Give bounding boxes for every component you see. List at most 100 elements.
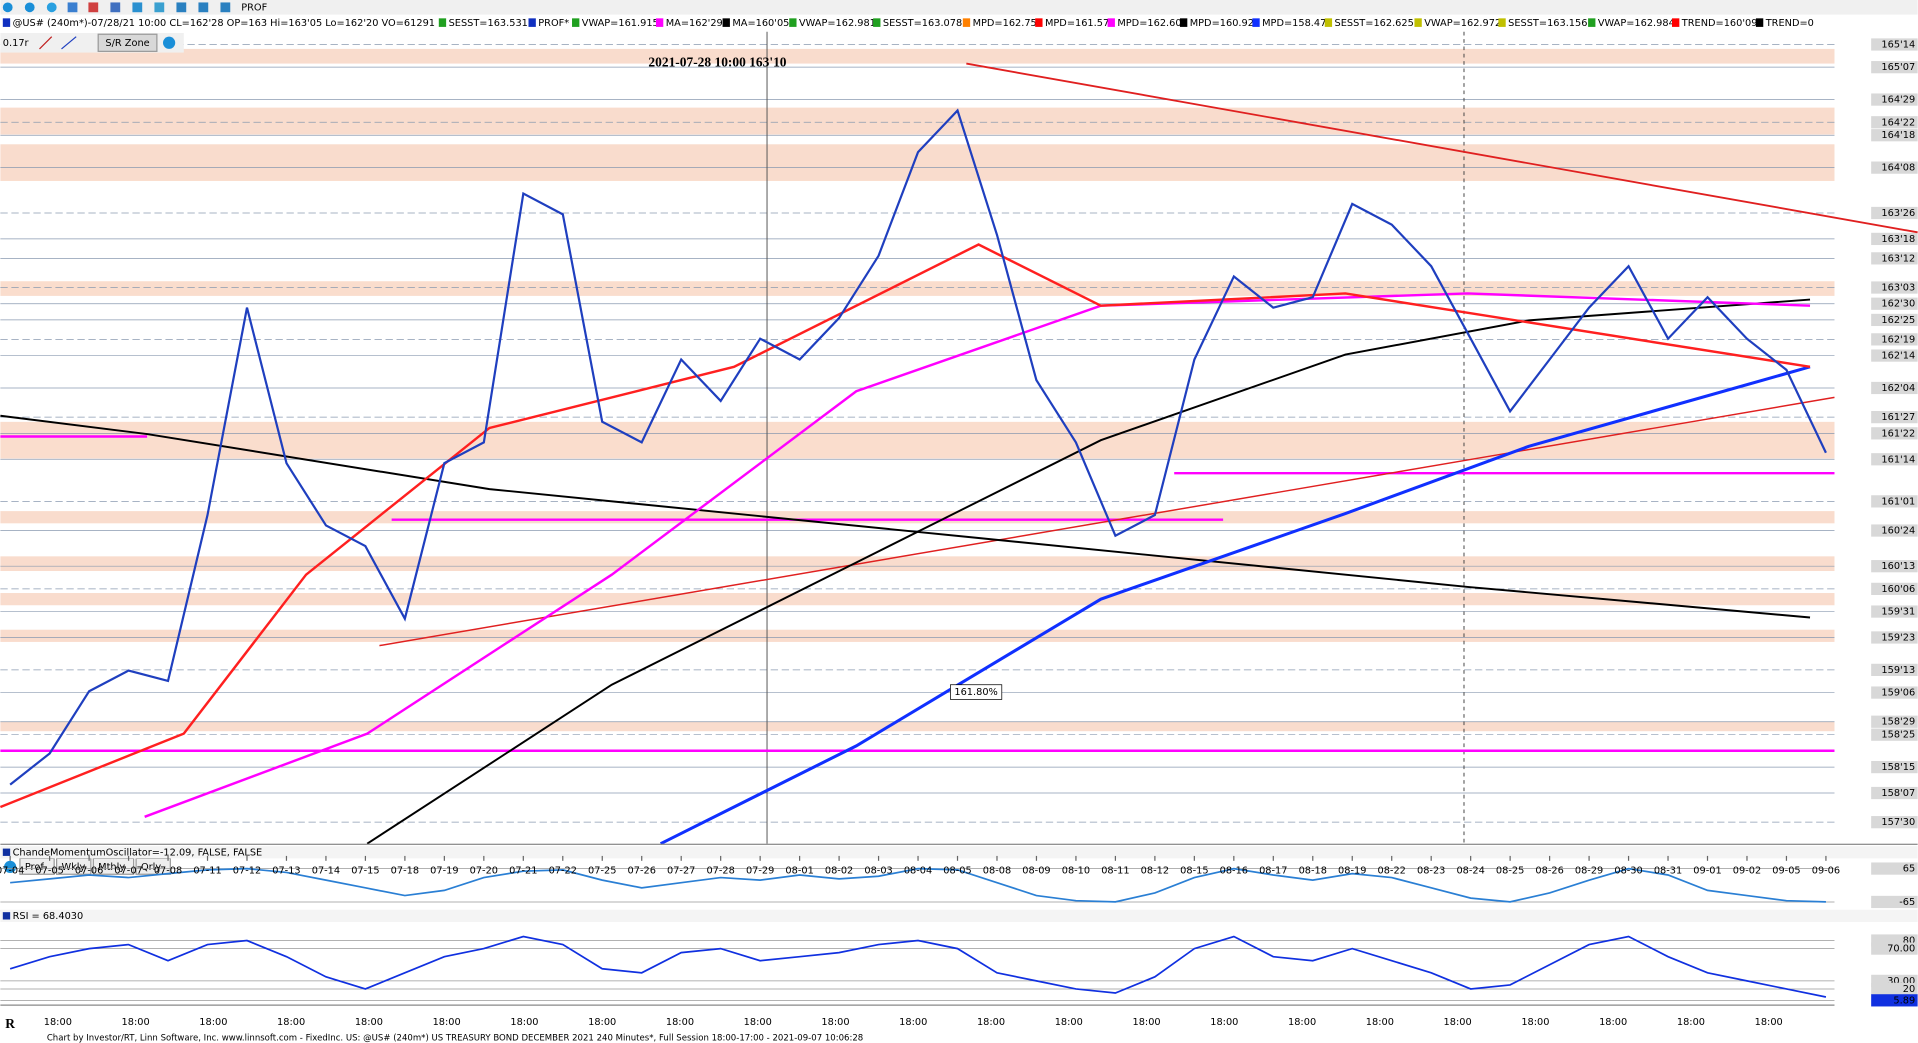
- time-label: 18:00: [1755, 1017, 1783, 1028]
- y-tick-box: [1871, 982, 1918, 996]
- y-tick-label: 160'24: [1881, 526, 1915, 537]
- cmo-panel: ChandeMomentumOscillator=-12.09, FALSE, …: [0, 846, 1918, 912]
- tab-icon: [4, 860, 17, 874]
- refresh-icon[interactable]: [162, 36, 176, 49]
- x-tick-label: 08-26: [1535, 866, 1563, 877]
- x-tick-label: 08-08: [983, 866, 1011, 877]
- legend-bar: [0, 14, 1918, 32]
- legend-item: SESST=162.625: [1335, 18, 1414, 29]
- x-tick-label: 08-09: [1022, 866, 1050, 877]
- x-tick-label: 08-18: [1299, 866, 1327, 877]
- y-tick-label: 158'15: [1881, 762, 1915, 773]
- time-label: 18:00: [1288, 1017, 1316, 1028]
- y-tick-box: [1871, 381, 1918, 395]
- draw-tool[interactable]: [39, 36, 53, 50]
- x-tick-label: 08-10: [1062, 866, 1090, 877]
- y-tick-box: [1871, 206, 1918, 220]
- zoom-field[interactable]: 0.17r: [3, 38, 30, 49]
- y-tick-box: [1871, 349, 1918, 362]
- time-label: 18:00: [1055, 1017, 1083, 1028]
- chart-title: 2021-07-28 10:00 163'10: [648, 55, 786, 70]
- x-tick-label: 08-22: [1378, 866, 1406, 877]
- time-label: 18:00: [1366, 1017, 1394, 1028]
- x-tick-label: 08-19: [1338, 866, 1366, 877]
- legend-item: TREND=0: [1765, 18, 1814, 29]
- legend-item: MA=160'05: [732, 18, 789, 29]
- x-tick-label: 07-08: [154, 866, 182, 877]
- legend-swatch: [1414, 18, 1422, 27]
- panel-swatch: [2, 848, 11, 856]
- icon-bar: [0, 0, 1918, 15]
- legend-item: TREND=160'09: [1681, 18, 1758, 29]
- x-tick-label: 08-30: [1614, 866, 1642, 877]
- x-tick-label: 07-13: [272, 866, 300, 877]
- draw-tool[interactable]: [61, 36, 77, 50]
- y-tick-box: [1871, 760, 1918, 774]
- time-label: 18:00: [744, 1017, 772, 1028]
- time-label: 18:00: [977, 1017, 1005, 1028]
- y-tick-box: [1871, 129, 1918, 142]
- legend-swatch: [572, 18, 580, 27]
- legend-swatch: [1498, 18, 1506, 27]
- y-tick-label: 159'31: [1881, 607, 1915, 618]
- legend-item: SESST=163.078: [883, 18, 962, 29]
- x-tick-label: 08-04: [904, 866, 932, 877]
- x-tick-label: 08-15: [1180, 866, 1208, 877]
- y-tick-label: 20: [1903, 984, 1915, 995]
- tab-label: Prof: [25, 862, 44, 873]
- x-tick-label: 08-05: [943, 866, 971, 877]
- y-tick-label: 161'27: [1881, 412, 1915, 423]
- y-tick-label: 161'22: [1881, 428, 1915, 439]
- tab-label: Mthly: [98, 862, 125, 873]
- legend-item: MPD=162.60: [1117, 18, 1181, 29]
- legend-item: VWAP=162.984: [1598, 18, 1675, 29]
- y-tick-label: 164'08: [1881, 163, 1915, 174]
- y-tick-label: 162'25: [1881, 315, 1915, 326]
- x-tick-label: 07-28: [706, 866, 734, 877]
- y-tick-box: [1871, 232, 1918, 246]
- y-tick-label: 80: [1903, 936, 1915, 947]
- footer: Chart by Investor/RT, Linn Software, Inc…: [47, 1034, 863, 1043]
- x-tick-label: 08-25: [1496, 866, 1524, 877]
- legend-swatch: [438, 18, 447, 27]
- legend: @US# (240m*)-07/28/21 10:00 CL=162'28 OP…: [2, 18, 1814, 29]
- y-tick-box: [1871, 38, 1918, 51]
- tab-label: Qrly: [141, 862, 161, 873]
- legend-item: SESST=163.156: [1508, 18, 1587, 29]
- overlays: [0, 31, 1918, 846]
- x-tick-label: 08-16: [1220, 866, 1248, 877]
- y-tick-box: [1871, 116, 1918, 129]
- legend-swatch: [655, 18, 664, 27]
- tab-label: Wkly: [62, 862, 86, 873]
- time-label: 18:00: [1210, 1017, 1238, 1028]
- logo: R: [5, 1016, 15, 1031]
- legend-swatch: [789, 18, 797, 27]
- y-tick-box: [1871, 663, 1918, 676]
- y-tick-box: [1871, 524, 1918, 537]
- y-tick-label: 159'23: [1881, 632, 1915, 643]
- time-label: 18:00: [821, 1017, 849, 1028]
- y-tick-label: 65: [1903, 864, 1915, 875]
- fib-box: [950, 684, 1003, 700]
- separator: [0, 843, 1918, 845]
- price-series: [9, 108, 1827, 786]
- time-label: 18:00: [44, 1017, 72, 1028]
- legend-swatch: [1588, 18, 1596, 27]
- y-tick-box: [1871, 816, 1918, 829]
- y-tick-label: 162'19: [1881, 334, 1915, 345]
- legend-item: VWAP=162.981: [799, 18, 876, 29]
- y-tick-box: [1871, 161, 1918, 174]
- y-tick-label: 158'07: [1881, 788, 1915, 799]
- time-label: 18:00: [510, 1017, 538, 1028]
- data-line: [9, 935, 1827, 998]
- y-tick-box: [1871, 93, 1918, 106]
- y-tick-box: [1871, 313, 1918, 327]
- y-tick-label: 160'06: [1881, 584, 1915, 595]
- prof-button[interactable]: PROF: [241, 2, 267, 13]
- time-label: 18:00: [1599, 1017, 1627, 1028]
- zone-button[interactable]: [97, 33, 158, 52]
- x-tick-label: 07-14: [312, 866, 340, 877]
- x-tick-label: 08-12: [1141, 866, 1169, 877]
